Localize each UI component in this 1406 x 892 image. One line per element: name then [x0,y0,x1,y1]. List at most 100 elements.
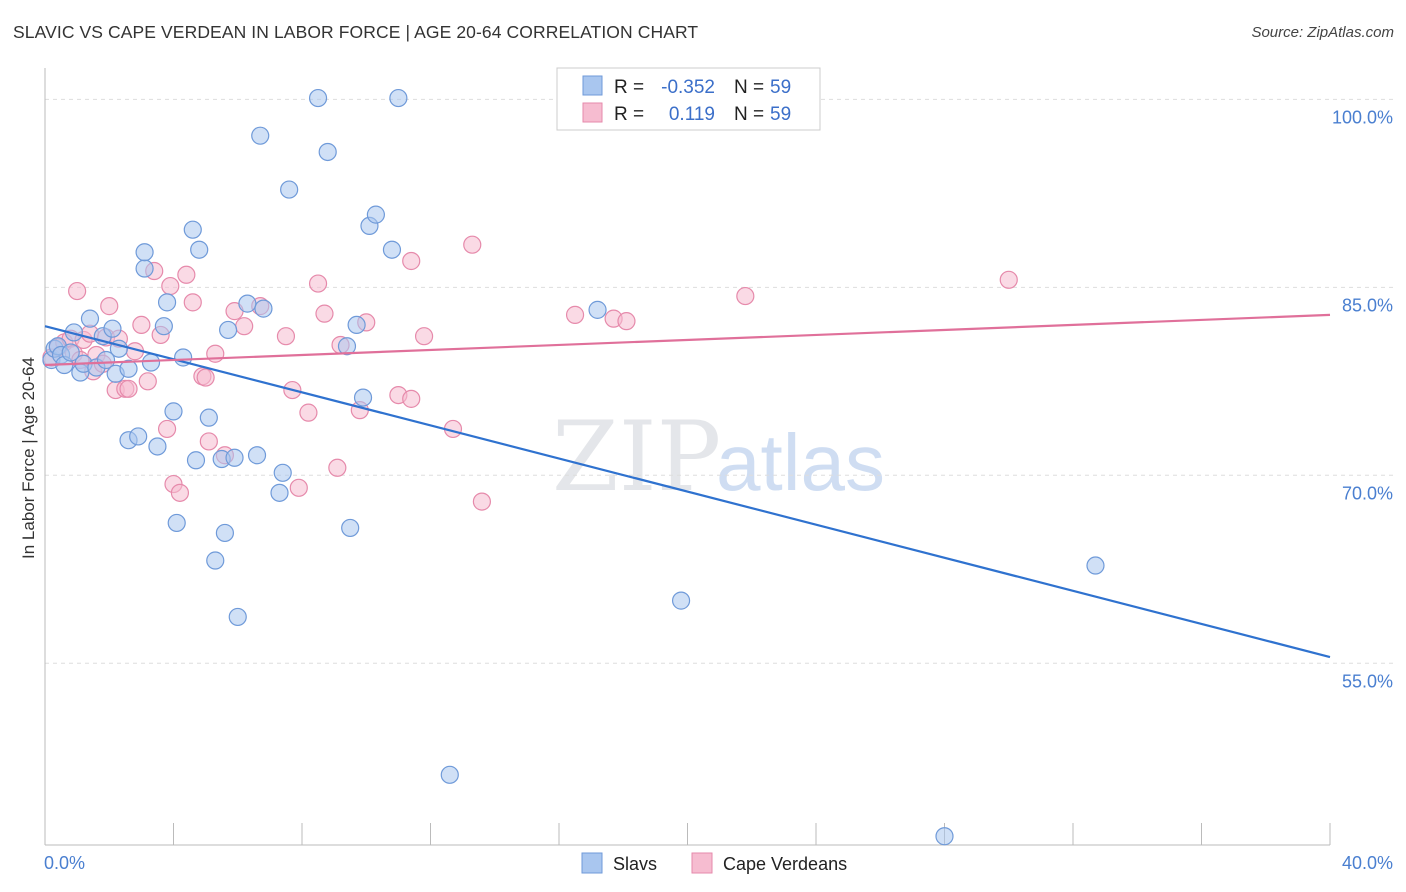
slavs-point-50 [353,388,373,407]
slavs-point-39 [247,446,267,465]
legend-r-value-cape: 0.119 [669,104,715,125]
cape-point-19 [132,315,151,335]
slavs-point-56 [588,300,607,319]
slavs-point-16 [119,359,138,378]
series-legend-label-slavs: Slavs [613,854,657,874]
cape-point-52 [463,235,482,254]
slavs-point-49 [347,315,366,335]
cape-point-43 [328,458,347,477]
slavs-point-45 [308,88,328,108]
cape-point-37 [276,327,296,346]
slavs-point-37 [228,607,247,627]
slavs-point-54 [389,88,408,108]
x-tick-label-1: 40.0% [1342,853,1393,873]
slavs-point-52 [366,205,385,224]
legend-n-value-cape: 59 [770,104,791,125]
slavs-point-12 [96,350,116,370]
slavs-point-19 [135,259,154,278]
slavs-point-58 [935,827,954,846]
cape-point-28 [183,293,202,312]
cape-point-30 [196,368,215,387]
y-tick-label-3: 55.0% [1342,671,1393,691]
slavs-points [42,88,1105,846]
slavs-point-43 [273,463,292,482]
slavs-point-20 [135,243,154,262]
slavs-point-41 [254,299,273,318]
slavs-point-18 [129,427,148,446]
slavs-point-5 [61,343,80,362]
slavs-point-25 [164,402,183,421]
cape-point-35 [235,317,254,336]
cape-point-27 [177,265,196,284]
legend-r-label-slavs: R = [614,77,644,98]
legend-r-value-slavs: -0.352 [661,77,715,98]
cape-point-13 [100,297,119,316]
slavs-trend-line [44,325,1331,659]
legend-swatch-slavs [582,75,603,96]
source-label: Source: ZipAtlas.com [1251,24,1394,41]
series-legend-label-cape: Cape Verdeans [723,854,847,874]
cape-point-17 [119,379,138,398]
cape-point-58 [999,270,1018,289]
slavs-point-24 [157,293,177,312]
slavs-point-26 [167,513,186,533]
y-tick-label-2: 70.0% [1342,483,1393,503]
legend-n-label-cape: N = [734,104,764,125]
slavs-point-57 [671,591,691,610]
correlation-legend: R = -0.352 N = 59 R = 0.119 N = 59 [556,67,821,131]
cape-point-40 [299,403,318,422]
cape-point-31 [199,432,218,451]
cape-point-57 [736,286,755,306]
trend-lines [44,313,1331,659]
cape-point-23 [157,419,177,439]
slavs-point-13 [103,319,122,338]
slavs-point-46 [318,142,337,162]
tick-labels: 100.0% 85.0% 70.0% 55.0% 0.0% 40.0% [44,107,1393,873]
watermark-zip: ZIP [552,401,721,513]
slavs-point-38 [238,294,257,313]
gridlines [45,98,1393,664]
slavs-point-53 [382,240,402,259]
axes [44,68,1331,846]
legend-r-label-cape: R = [614,104,644,125]
slavs-point-28 [183,220,202,239]
slavs-point-35 [219,320,238,340]
slavs-point-32 [206,551,225,570]
slavs-point-34 [215,523,234,543]
chart-title: SLAVIC VS CAPE VERDEAN IN LABOR FORCE | … [13,22,699,42]
cape-point-49 [402,251,421,271]
cape-point-54 [565,305,585,324]
slavs-point-47 [337,337,357,356]
cape-point-24 [161,276,180,296]
slavs-point-22 [148,437,167,456]
slavs-point-31 [199,408,218,427]
slavs-point-42 [270,483,289,502]
y-tick-label-1: 85.0% [1342,295,1393,315]
slavs-point-21 [141,353,161,372]
cape-point-39 [289,478,308,497]
cape-point-53 [472,492,491,511]
slavs-point-23 [154,317,173,336]
cape-point-42 [315,304,334,323]
cape-point-20 [138,372,157,391]
cape-trend-line [44,313,1331,367]
cape-point-50 [414,327,434,346]
legend-n-value-slavs: 59 [770,77,791,98]
y-axis-label: In Labor Force | Age 20-64 [19,357,38,559]
watermark-atlas: atlas [716,418,885,507]
series-legend-swatch-cape [691,852,713,874]
cape-point-26 [170,483,190,502]
cape-point-41 [308,274,328,293]
slavs-point-55 [440,765,459,784]
cape-point-5 [68,281,87,301]
legend-n-label-slavs: N = [734,77,764,98]
y-tick-label-0: 100.0% [1332,107,1393,127]
slavs-point-36 [225,448,244,467]
slavs-point-44 [280,180,299,199]
x-tick-label-0: 0.0% [44,853,85,873]
slavs-point-40 [251,126,270,145]
cape-point-48 [402,389,421,408]
legend-swatch-cape [582,102,603,123]
cape-point-56 [617,312,636,331]
